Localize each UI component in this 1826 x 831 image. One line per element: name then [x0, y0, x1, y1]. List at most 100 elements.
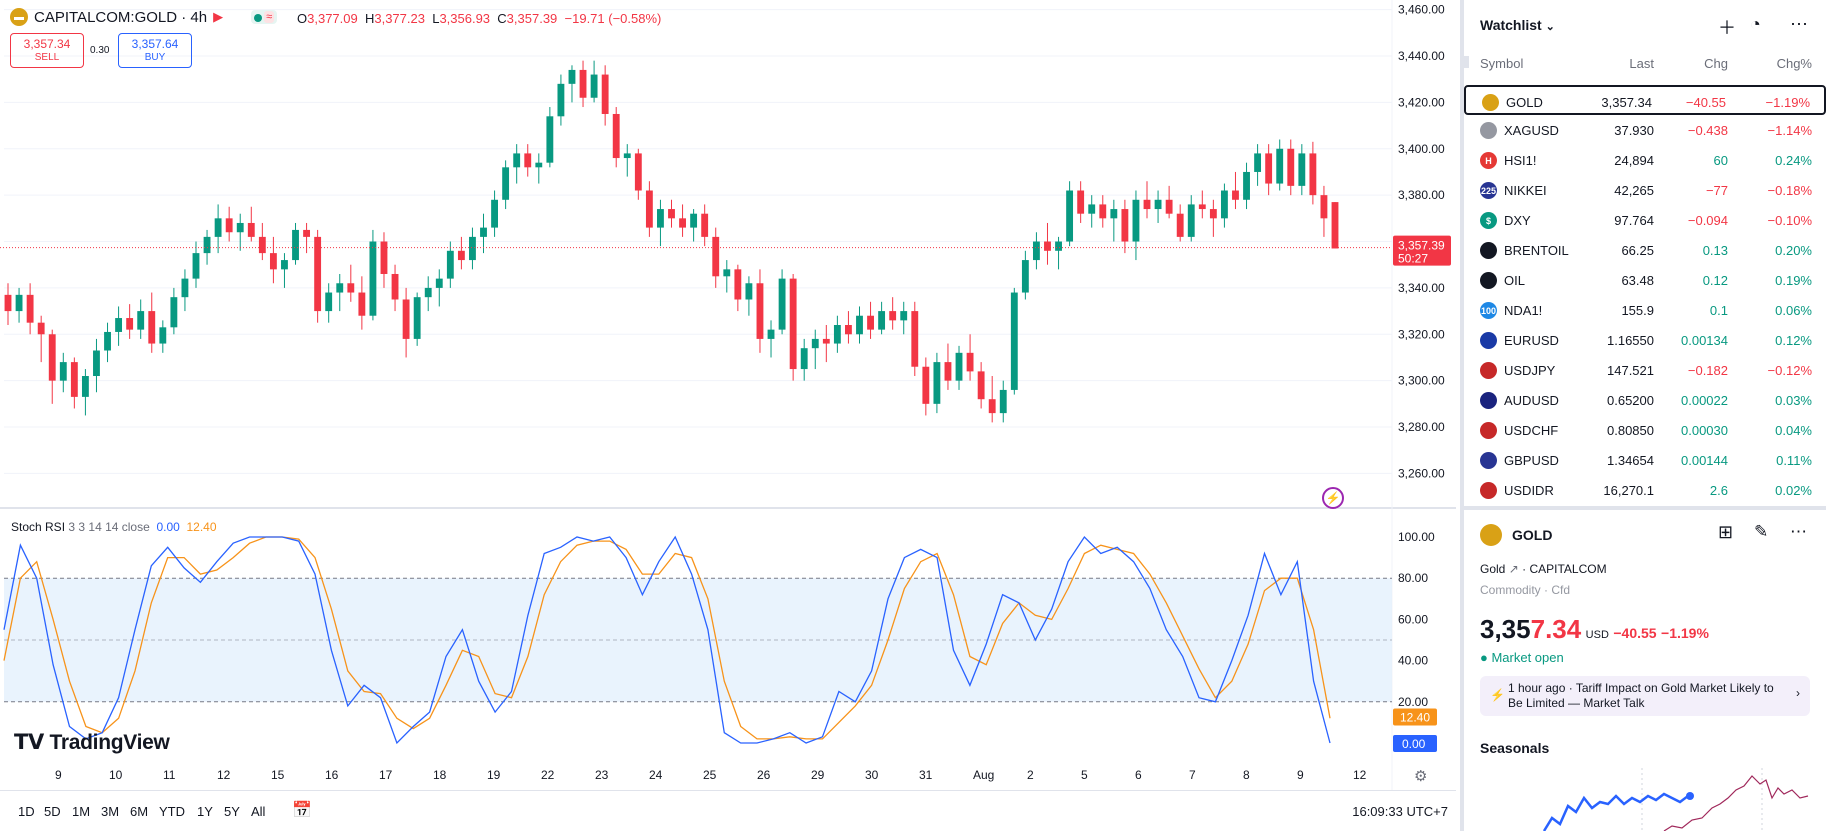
candle-body	[1044, 241, 1051, 251]
tradingview-logo[interactable]: 𝗧𝗩 TradingView	[14, 730, 170, 755]
candle-body	[1010, 292, 1018, 390]
candle-body	[878, 311, 886, 330]
watchlist-row[interactable]: EURUSD 1.16550 0.00134 0.12%	[1464, 325, 1826, 355]
range-6m-button[interactable]: 6M	[130, 804, 149, 819]
edit-icon[interactable]: ✎	[1754, 522, 1769, 541]
watchlist-row[interactable]: 225 NIKKEI 42,265 −77 −0.18%	[1464, 175, 1826, 205]
candle-body	[557, 83, 565, 117]
more-icon[interactable]: ⋯	[1790, 522, 1807, 541]
range-5d-button[interactable]: 5D	[44, 804, 61, 819]
range-1d-button[interactable]: 1D	[18, 804, 35, 819]
candle-body	[1298, 153, 1306, 186]
candle-body	[457, 250, 465, 261]
candle-body	[15, 294, 23, 312]
status-dot-icon[interactable]: ≈	[251, 10, 278, 24]
watchlist-row[interactable]: USDJPY 147.521 −0.182 −0.12%	[1464, 355, 1826, 385]
row-change-pct: −0.10%	[1767, 213, 1812, 228]
news-bolt-icon: ⚡	[1490, 688, 1505, 702]
watchlist-row[interactable]: H HSI1! 24,894 60 0.24%	[1464, 145, 1826, 175]
buy-button[interactable]: 3,357.64 BUY	[118, 33, 192, 68]
candle-body	[159, 327, 167, 344]
time-tick-label: 18	[433, 768, 447, 782]
watchlist-row[interactable]: XAGUSD 37.930 −0.438 −1.14%	[1464, 115, 1826, 145]
candle-body	[181, 278, 189, 298]
candle-body	[26, 294, 34, 323]
candle-body	[70, 362, 78, 397]
candle-body	[1121, 209, 1129, 242]
candle-body	[999, 389, 1007, 414]
symbol-title[interactable]: CAPITALCOM:GOLD · 4h	[34, 8, 208, 26]
candle-body	[104, 331, 111, 351]
clock[interactable]: 16:09:33 UTC+7	[1352, 804, 1448, 819]
add-symbol-icon[interactable]: ＋	[1718, 18, 1736, 38]
watchlist-row[interactable]: $ DXY 97.764 −0.094 −0.10%	[1464, 205, 1826, 235]
d-value: 12.40	[186, 520, 217, 534]
row-change-pct: −0.18%	[1767, 183, 1812, 198]
nikkei-icon: 225	[1480, 182, 1497, 199]
candle-body	[1110, 209, 1118, 219]
external-link-icon[interactable]: ↗	[1508, 562, 1519, 576]
axis-settings-icon[interactable]: ⚙	[1414, 768, 1428, 785]
candle-body	[358, 292, 366, 316]
current-price-label: 3,357.39	[1398, 239, 1445, 253]
candle-body	[480, 227, 487, 237]
lightning-icon[interactable]: ⚡	[1322, 487, 1344, 509]
candle-body	[170, 297, 178, 328]
grid-icon[interactable]: ⊞	[1718, 522, 1734, 542]
watchlist-row[interactable]: GBPUSD 1.34654 0.00144 0.11%	[1464, 445, 1826, 475]
time-tick-label: 17	[379, 768, 393, 782]
range-all-button[interactable]: All	[251, 804, 266, 819]
sell-button[interactable]: 3,357.34 SELL	[10, 33, 84, 68]
candle-body	[1276, 148, 1284, 184]
price-chart[interactable]: 3,460.00 3,440.00 3,420.00 3,400.00 3,380.00…	[0, 0, 1456, 790]
row-change: 0.13	[1702, 243, 1728, 258]
watchlist-row[interactable]: OIL 63.48 0.12 0.19%	[1464, 265, 1826, 295]
news-card[interactable]: ⚡ 1 hour ago · Tariff Impact on Gold Mar…	[1480, 676, 1810, 716]
candle-body	[37, 322, 45, 335]
candle-body	[258, 236, 266, 254]
col-chg[interactable]: Chg	[1704, 56, 1728, 71]
watchlist-row[interactable]: BRENTOIL 66.25 0.13 0.20%	[1464, 235, 1826, 265]
k-value-badge	[1393, 735, 1437, 752]
range-1m-button[interactable]: 1M	[72, 804, 91, 819]
watchlist-row[interactable]: 100 NDA1! 155.9 0.1 0.06%	[1464, 295, 1826, 325]
candle-body	[81, 376, 89, 397]
buy-label: BUY	[144, 52, 166, 63]
candle-body	[933, 362, 941, 404]
row-last: 0.65200	[1607, 393, 1654, 408]
more-icon[interactable]: ⋯	[1790, 14, 1808, 34]
row-symbol: BRENTOIL	[1504, 243, 1569, 258]
watchlist-row[interactable]: USDCHF 0.80850 0.00030 0.04%	[1464, 415, 1826, 445]
range-3m-button[interactable]: 3M	[101, 804, 120, 819]
candle-body	[192, 253, 200, 279]
col-symbol[interactable]: Symbol	[1480, 56, 1524, 71]
col-last[interactable]: Last	[1629, 56, 1654, 71]
time-tick-label: 23	[595, 768, 609, 782]
range-1y-button[interactable]: 1Y	[197, 804, 213, 819]
candle-body	[712, 236, 720, 277]
detail-symbol[interactable]: GOLD	[1512, 527, 1553, 543]
range-5y-button[interactable]: 5Y	[224, 804, 240, 819]
watchlist-row[interactable]: USDIDR 16,270.1 2.6 0.02%	[1464, 475, 1826, 505]
seasonals-title[interactable]: Seasonals	[1480, 740, 1550, 756]
row-change: 0.00022	[1681, 393, 1728, 408]
countdown-label: 50:27	[1398, 252, 1428, 266]
watchlist-title[interactable]: Watchlist ⌄	[1480, 17, 1555, 33]
stoch-tick-label: 40.00	[1398, 654, 1428, 668]
watchlist-row[interactable]: AUDUSD 0.65200 0.00022 0.03%	[1464, 385, 1826, 415]
candle-body	[900, 311, 908, 321]
seasonals-chart[interactable]	[1524, 768, 1814, 831]
k-value: 0.00	[156, 520, 180, 534]
candle-body	[391, 273, 399, 300]
chart-pie-icon[interactable]: ◔	[1750, 14, 1761, 34]
stoch-rsi-legend[interactable]: Stoch RSI 3 3 14 14 close 0.00 12.40	[11, 520, 217, 534]
flag-icon[interactable]: ▶	[213, 9, 224, 24]
col-chg-pct[interactable]: Chg%	[1776, 56, 1812, 71]
watchlist-row[interactable]: GOLD 3,357.34 −40.55 −1.19%	[1464, 85, 1826, 115]
range-ytd-button[interactable]: YTD	[159, 804, 185, 819]
row-last: 37.930	[1614, 123, 1654, 138]
candle-body	[314, 236, 322, 312]
symbol-header[interactable]: ▬ CAPITALCOM:GOLD · 4h ▶ ≈	[10, 8, 278, 26]
time-tick-label: 8	[1243, 768, 1250, 782]
calendar-goto-icon[interactable]: 📅	[292, 802, 312, 819]
